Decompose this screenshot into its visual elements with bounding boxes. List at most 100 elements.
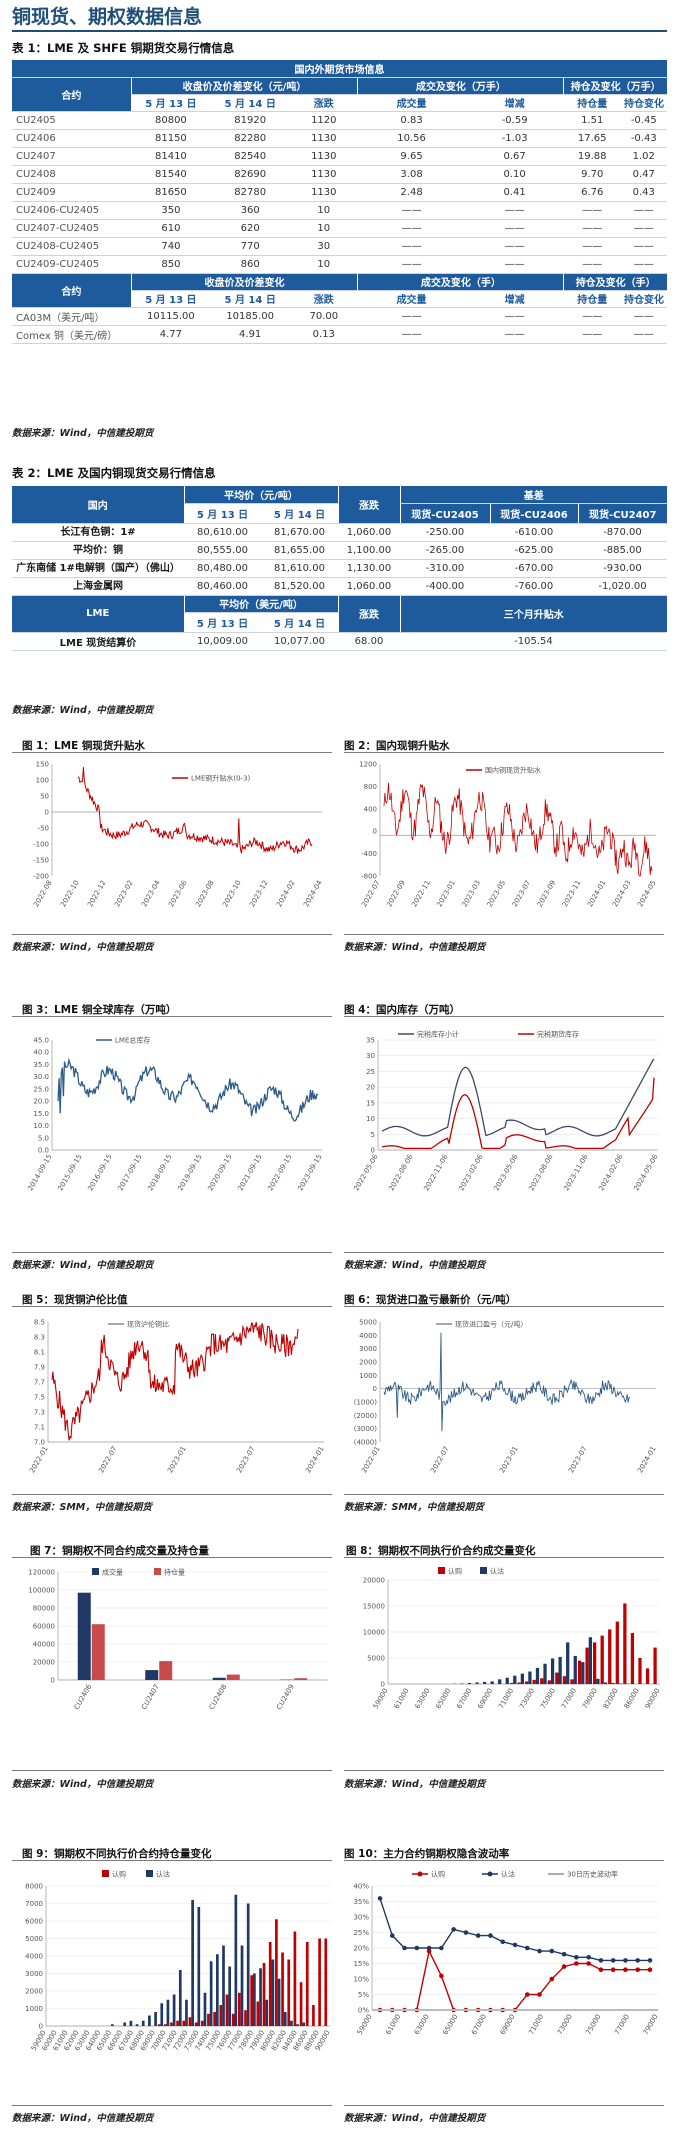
iv-point-0 (549, 1976, 555, 1982)
x-tick-label: 63000 (414, 1687, 432, 1710)
t1-cell: 360 (210, 201, 290, 220)
x-tick-label: 2023-11 (561, 879, 583, 908)
y-tick-label: 5000 (25, 1935, 43, 1943)
call-bar (593, 1642, 597, 1684)
t1-alt-cell: 0.13 (289, 325, 358, 344)
fig9-legend1-swatch (102, 1870, 109, 1877)
y-tick-label: 60000 (33, 1623, 55, 1631)
fig10-sep (344, 1860, 664, 1861)
x-tick-label: 2018-09-15 (146, 1153, 173, 1192)
y-tick-label: -150 (33, 857, 49, 865)
t2-row: 广东南储 1#电解铜（国产）（佛山） 80,480.00 81,610.00 1,13… (12, 559, 667, 578)
call-oi-bar (176, 2020, 179, 2026)
t1-cell: —— (357, 219, 466, 238)
y-tick-label: 15% (353, 1960, 369, 1968)
t1-cell: -0.45 (620, 111, 667, 130)
fig1-source: 数据来源：Wind，中信建投期货 (12, 942, 154, 953)
t1-row: CU2407 81410 82540 1130 9.65 0.67 19.88 1.02 (12, 147, 667, 166)
t1-alt-cell: 4.91 (210, 325, 290, 344)
x-tick-label: 90000 (644, 1687, 662, 1710)
iv-point-1 (537, 1948, 542, 1954)
fig9-title: 图 9：铜期权不同执行价合约持仓量变化 (22, 1848, 212, 1860)
t2-h2-d1: 5 月 13 日 (183, 612, 261, 633)
call-bar (638, 1658, 642, 1684)
put-oi-bar (290, 2020, 293, 2026)
t2-cell: 81,520.00 (261, 577, 338, 596)
t1-h-chg: 涨跌 (289, 94, 358, 112)
fig3-legend: LME总库存 (115, 1036, 150, 1045)
t2-h-b2: 现货-CU2406 (489, 503, 578, 524)
put-oi-bar (135, 2024, 139, 2026)
call-bar (608, 1629, 612, 1684)
fig3-title: 图 3：LME 铜全球库存（万吨） (22, 1004, 177, 1016)
t1-cell: 0.10 (465, 165, 564, 184)
fig4-sep2 (344, 1252, 664, 1253)
t1-cell: 10 (289, 219, 358, 238)
y-tick-label: 7000 (25, 1900, 43, 1908)
x-tick-label: CU2408 (208, 1683, 229, 1711)
bar-持仓量 (159, 1661, 173, 1680)
call-oi-bar (157, 2024, 161, 2026)
y-tick-label: (4000) (354, 1439, 378, 1447)
fig5-title: 图 5：现货铜沪伦比值 (22, 1294, 128, 1306)
t2-source: 数据来源：Wind，中信建投期货 (12, 705, 154, 716)
t1-alt-row: Comex 铜（美元/磅） 4.77 4.91 0.13 —— —— —— —— (12, 325, 667, 344)
call-oi-bar (188, 2017, 192, 2026)
t1-cell: 82690 (210, 165, 290, 184)
t1-row: CU2406-CU2405 350 360 10 —— —— —— —— (12, 201, 667, 220)
fig8-legend2: 认沽 (490, 1567, 504, 1576)
t1-cell: —— (620, 237, 667, 256)
put-bar (611, 1682, 615, 1684)
t2-cell: 长江有色铜：1# (12, 523, 184, 542)
iv-point-1 (610, 1958, 616, 1963)
call-oi-bar (262, 1963, 266, 2026)
y-tick-label: 5000 (367, 1655, 385, 1663)
iv-point-1 (512, 1942, 518, 1948)
x-tick-label: 2022-07 (429, 1445, 451, 1474)
x-tick-label: 2024-02-06 (597, 1153, 625, 1193)
t1-cell: 81650 (131, 183, 211, 202)
x-tick-label: CU2409 (275, 1683, 296, 1711)
x-tick-label: 77000 (560, 1687, 578, 1710)
call-bar (555, 1672, 559, 1684)
t1-cell: 0.43 (620, 183, 667, 202)
put-oi-bar (222, 1945, 225, 2026)
y-tick-label: 1000 (25, 2005, 43, 2013)
put-bar (467, 1682, 472, 1684)
fig5-sep2 (12, 1494, 332, 1495)
t1-h2-vol1: 成交量 (357, 290, 466, 308)
fig2-source: 数据来源：Wind，中信建投期货 (344, 942, 486, 953)
put-oi-bar (265, 1999, 269, 2026)
call-oi-bar (200, 2020, 204, 2026)
lme-spread-line (77, 767, 313, 854)
x-tick-label: CU2406 (73, 1683, 94, 1712)
fig1-sep2 (12, 934, 332, 935)
table2-title: 表 2：LME 及国内铜现货交易行情信息 (12, 466, 216, 480)
x-tick-label: 75000 (539, 1687, 557, 1710)
t1-cell: 81540 (131, 165, 211, 184)
y-tick-label: 10000 (363, 1629, 385, 1637)
iv-point-0 (439, 1973, 444, 1979)
t1-cell: 1130 (289, 129, 358, 148)
iv-point-1 (549, 1948, 555, 1954)
t2-cell: -625.00 (490, 541, 578, 560)
y-tick-label: 25% (353, 1929, 369, 1937)
t2-h-lme: LME (12, 595, 184, 633)
t1-h2-oi: 持仓及变化（手） (563, 273, 667, 291)
fig8-sep (344, 1557, 664, 1558)
y-tick-label: 4000 (25, 1953, 43, 1961)
call-bar (547, 1680, 551, 1684)
x-tick-label: 65000 (434, 1687, 452, 1710)
x-tick-label: 2022-09-15 (266, 1153, 293, 1192)
x-tick-label: 2020-09-15 (206, 1153, 233, 1192)
t2-h-chg: 涨跌 (337, 486, 400, 524)
put-bar (603, 1682, 608, 1684)
call-bar (562, 1676, 567, 1684)
iv-point-1 (623, 1958, 628, 1963)
x-tick-label: 2022-08-06 (387, 1153, 415, 1193)
iv-point-0 (598, 1967, 604, 1972)
put-oi-bar (154, 2012, 157, 2026)
call-oi-bar (287, 1959, 291, 2026)
x-tick-label: 2024-01 (636, 1445, 658, 1474)
